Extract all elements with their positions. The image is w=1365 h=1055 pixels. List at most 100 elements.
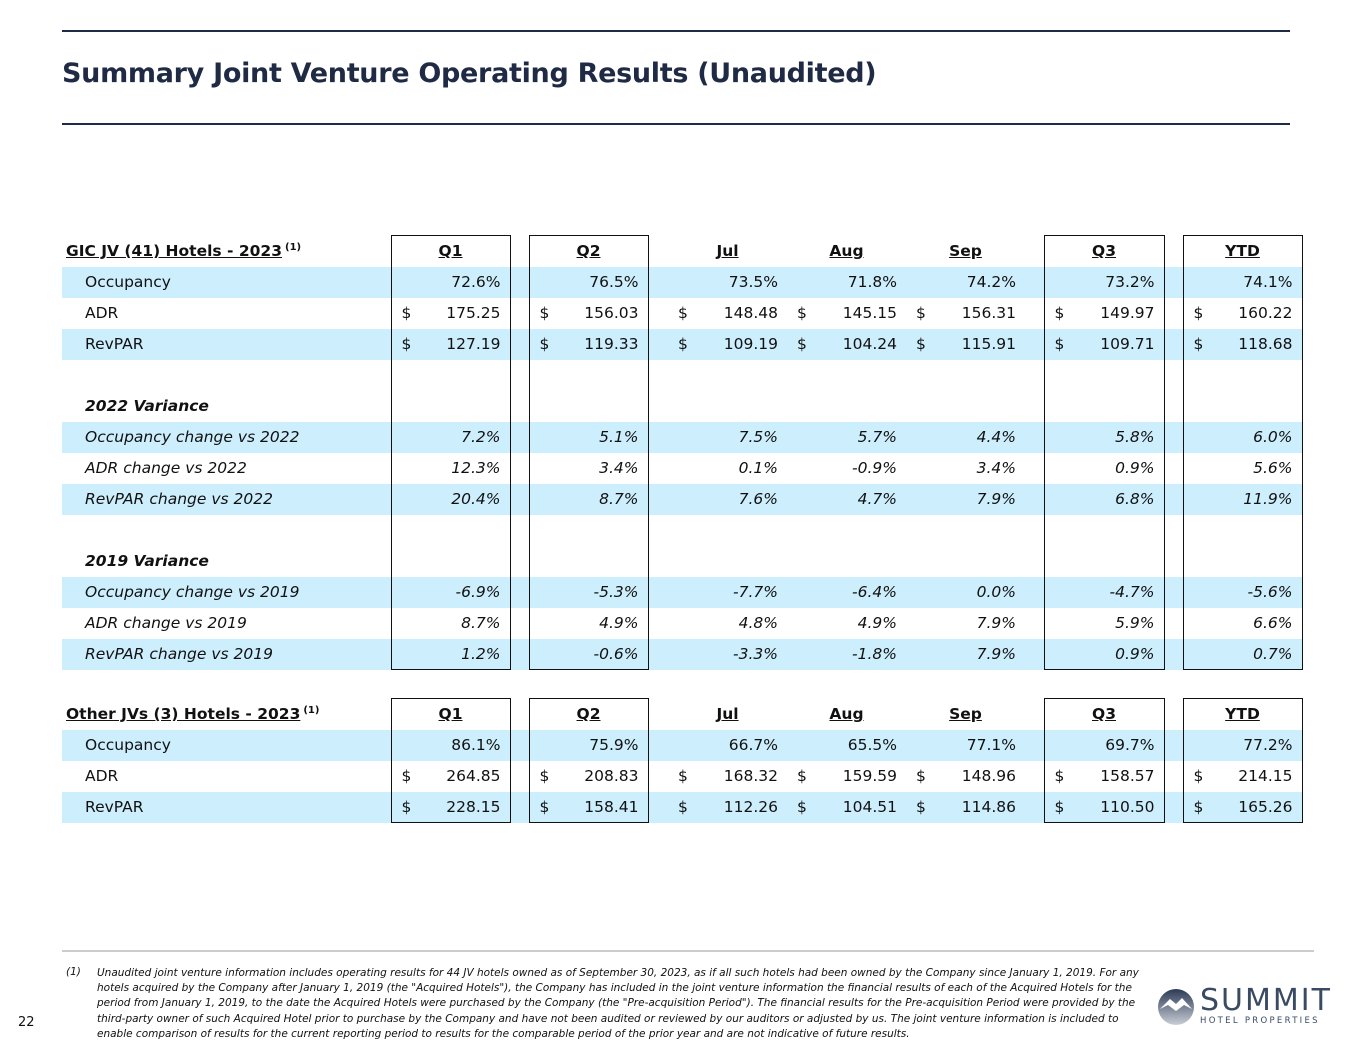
- table-row: ADR change vs 2019 8.7% 4.9% 4.8% 4.9% 7.9% 5.…: [62, 607, 1303, 639]
- cell-value: 208.83: [584, 767, 639, 785]
- table-heading: GIC JV (41) Hotels - 2023: [66, 242, 283, 260]
- section-heading-row: 2019 Variance: [62, 545, 1303, 577]
- cell-value: -1.8%: [852, 645, 897, 663]
- row-label: 2019 Variance: [85, 552, 209, 570]
- currency-symbol: $: [797, 335, 807, 353]
- cell-value: 148.96: [961, 767, 1016, 785]
- cell-value: -4.7%: [1109, 583, 1155, 601]
- cell-value: 77.1%: [966, 736, 1016, 754]
- cell-value: 5.8%: [1115, 428, 1155, 446]
- row-label: ADR: [85, 304, 119, 322]
- cell-value: 104.24: [842, 335, 897, 353]
- summit-logo: SUMMIT HOTEL PROPERTIES: [1156, 983, 1331, 1030]
- row-label: ADR change vs 2022: [85, 459, 247, 477]
- column-header-q3: Q3: [1092, 705, 1116, 724]
- cell-value: 76.5%: [589, 273, 639, 291]
- results-table-2: Other JVs (3) Hotels - 2023 (1) Q1 Q2 Jul Aug…: [62, 698, 1303, 823]
- column-header-ytd: YTD: [1225, 242, 1260, 261]
- cell-value: 7.6%: [738, 490, 778, 508]
- footnote-ref: (1): [303, 705, 320, 716]
- cell-value: 165.26: [1238, 797, 1293, 816]
- cell-value: 104.51: [842, 798, 897, 816]
- column-header-aug: Aug: [829, 242, 864, 260]
- currency-symbol: $: [916, 767, 926, 785]
- table-row: ADR $175.25 $156.03 $148.48 $145.15 $156.31 $1…: [62, 297, 1303, 329]
- currency-symbol: $: [916, 304, 926, 322]
- cell-value: -5.6%: [1247, 583, 1293, 601]
- table-row: Occupancy change vs 2022 7.2% 5.1% 7.5% 5.7%…: [62, 421, 1303, 453]
- mountain-icon: [1158, 989, 1194, 1025]
- row-label: 2022 Variance: [85, 397, 209, 415]
- cell-value: 4.7%: [857, 490, 897, 508]
- top-rule: [62, 30, 1290, 32]
- cell-value: 7.9%: [976, 614, 1016, 632]
- column-header-q1: Q1: [438, 242, 463, 261]
- cell-value: 156.31: [961, 304, 1016, 322]
- column-header-jul: Jul: [716, 705, 739, 723]
- cell-value: 75.9%: [589, 736, 639, 754]
- cell-value: 149.97: [1100, 304, 1155, 322]
- cell-value: -3.3%: [733, 645, 778, 663]
- currency-symbol: $: [678, 335, 688, 353]
- column-header-sep: Sep: [949, 705, 982, 723]
- cell-value: 5.9%: [1115, 614, 1155, 632]
- cell-value: 8.7%: [461, 614, 501, 632]
- table-row: Occupancy change vs 2019 -6.9% -5.3% -7.7% -…: [62, 576, 1303, 608]
- currency-symbol: $: [1193, 767, 1204, 785]
- currency-symbol: $: [1193, 335, 1204, 353]
- currency-symbol: $: [916, 798, 926, 816]
- cell-value: 115.91: [961, 335, 1016, 353]
- column-header-sep: Sep: [949, 242, 982, 260]
- currency-symbol: $: [539, 304, 550, 322]
- cell-value: -6.4%: [852, 583, 897, 601]
- row-label: RevPAR change vs 2022: [85, 490, 273, 508]
- cell-value: 112.26: [723, 798, 778, 816]
- currency-symbol: $: [1054, 335, 1065, 353]
- row-label: ADR change vs 2019: [85, 614, 247, 632]
- cell-value: 0.9%: [1115, 459, 1155, 477]
- cell-value: 4.9%: [857, 614, 897, 632]
- cell-value: 145.15: [842, 304, 897, 322]
- cell-value: 66.7%: [728, 736, 778, 754]
- spacer-row: [62, 514, 1303, 546]
- table-header-row: GIC JV (41) Hotels - 2023 (1) Q1 Q2 Jul Aug Se…: [62, 235, 1303, 267]
- cell-value: 71.8%: [847, 273, 897, 291]
- section-heading-row: 2022 Variance: [62, 390, 1303, 422]
- cell-value: 6.8%: [1115, 490, 1155, 508]
- cell-value: -0.9%: [852, 459, 897, 477]
- cell-value: 168.32: [723, 767, 778, 785]
- currency-symbol: $: [1054, 797, 1065, 816]
- cell-value: 86.1%: [451, 736, 501, 754]
- table-header-row: Other JVs (3) Hotels - 2023 (1) Q1 Q2 Jul Aug…: [62, 698, 1303, 730]
- currency-symbol: $: [539, 797, 550, 816]
- cell-value: 7.9%: [976, 490, 1016, 508]
- cell-value: 4.8%: [738, 614, 778, 632]
- cell-value: 214.15: [1238, 767, 1293, 785]
- spacer-row: [62, 359, 1303, 391]
- row-label: Occupancy change vs 2022: [85, 428, 300, 446]
- cell-value: 158.57: [1100, 767, 1155, 785]
- cell-value: 12.3%: [451, 459, 501, 477]
- cell-value: 6.6%: [1253, 614, 1293, 632]
- currency-symbol: $: [401, 767, 412, 785]
- currency-symbol: $: [916, 335, 926, 353]
- cell-value: 20.4%: [451, 490, 501, 508]
- cell-value: 0.1%: [738, 459, 778, 477]
- cell-value: 77.2%: [1243, 736, 1293, 754]
- cell-value: 7.5%: [738, 428, 778, 446]
- cell-value: 159.59: [842, 767, 897, 785]
- column-header-q1: Q1: [438, 705, 463, 724]
- currency-symbol: $: [678, 767, 688, 785]
- currency-symbol: $: [797, 304, 807, 322]
- table-row: Occupancy 72.6% 76.5% 73.5% 71.8% 74.2% 73.2% 7…: [62, 266, 1303, 298]
- table-row: RevPAR change vs 2022 20.4% 8.7% 7.6% 4.7% 7.…: [62, 483, 1303, 515]
- cell-value: 158.41: [584, 797, 639, 816]
- cell-value: 160.22: [1238, 304, 1293, 322]
- currency-symbol: $: [797, 767, 807, 785]
- table-row: ADR $264.85 $208.83 $168.32 $159.59 $148.96 $1…: [62, 760, 1303, 792]
- footnote-ref: (1): [285, 242, 302, 253]
- cell-value: 0.0%: [976, 583, 1016, 601]
- row-label: ADR: [85, 767, 119, 785]
- row-label: RevPAR: [85, 798, 144, 816]
- column-header-q2: Q2: [576, 705, 601, 724]
